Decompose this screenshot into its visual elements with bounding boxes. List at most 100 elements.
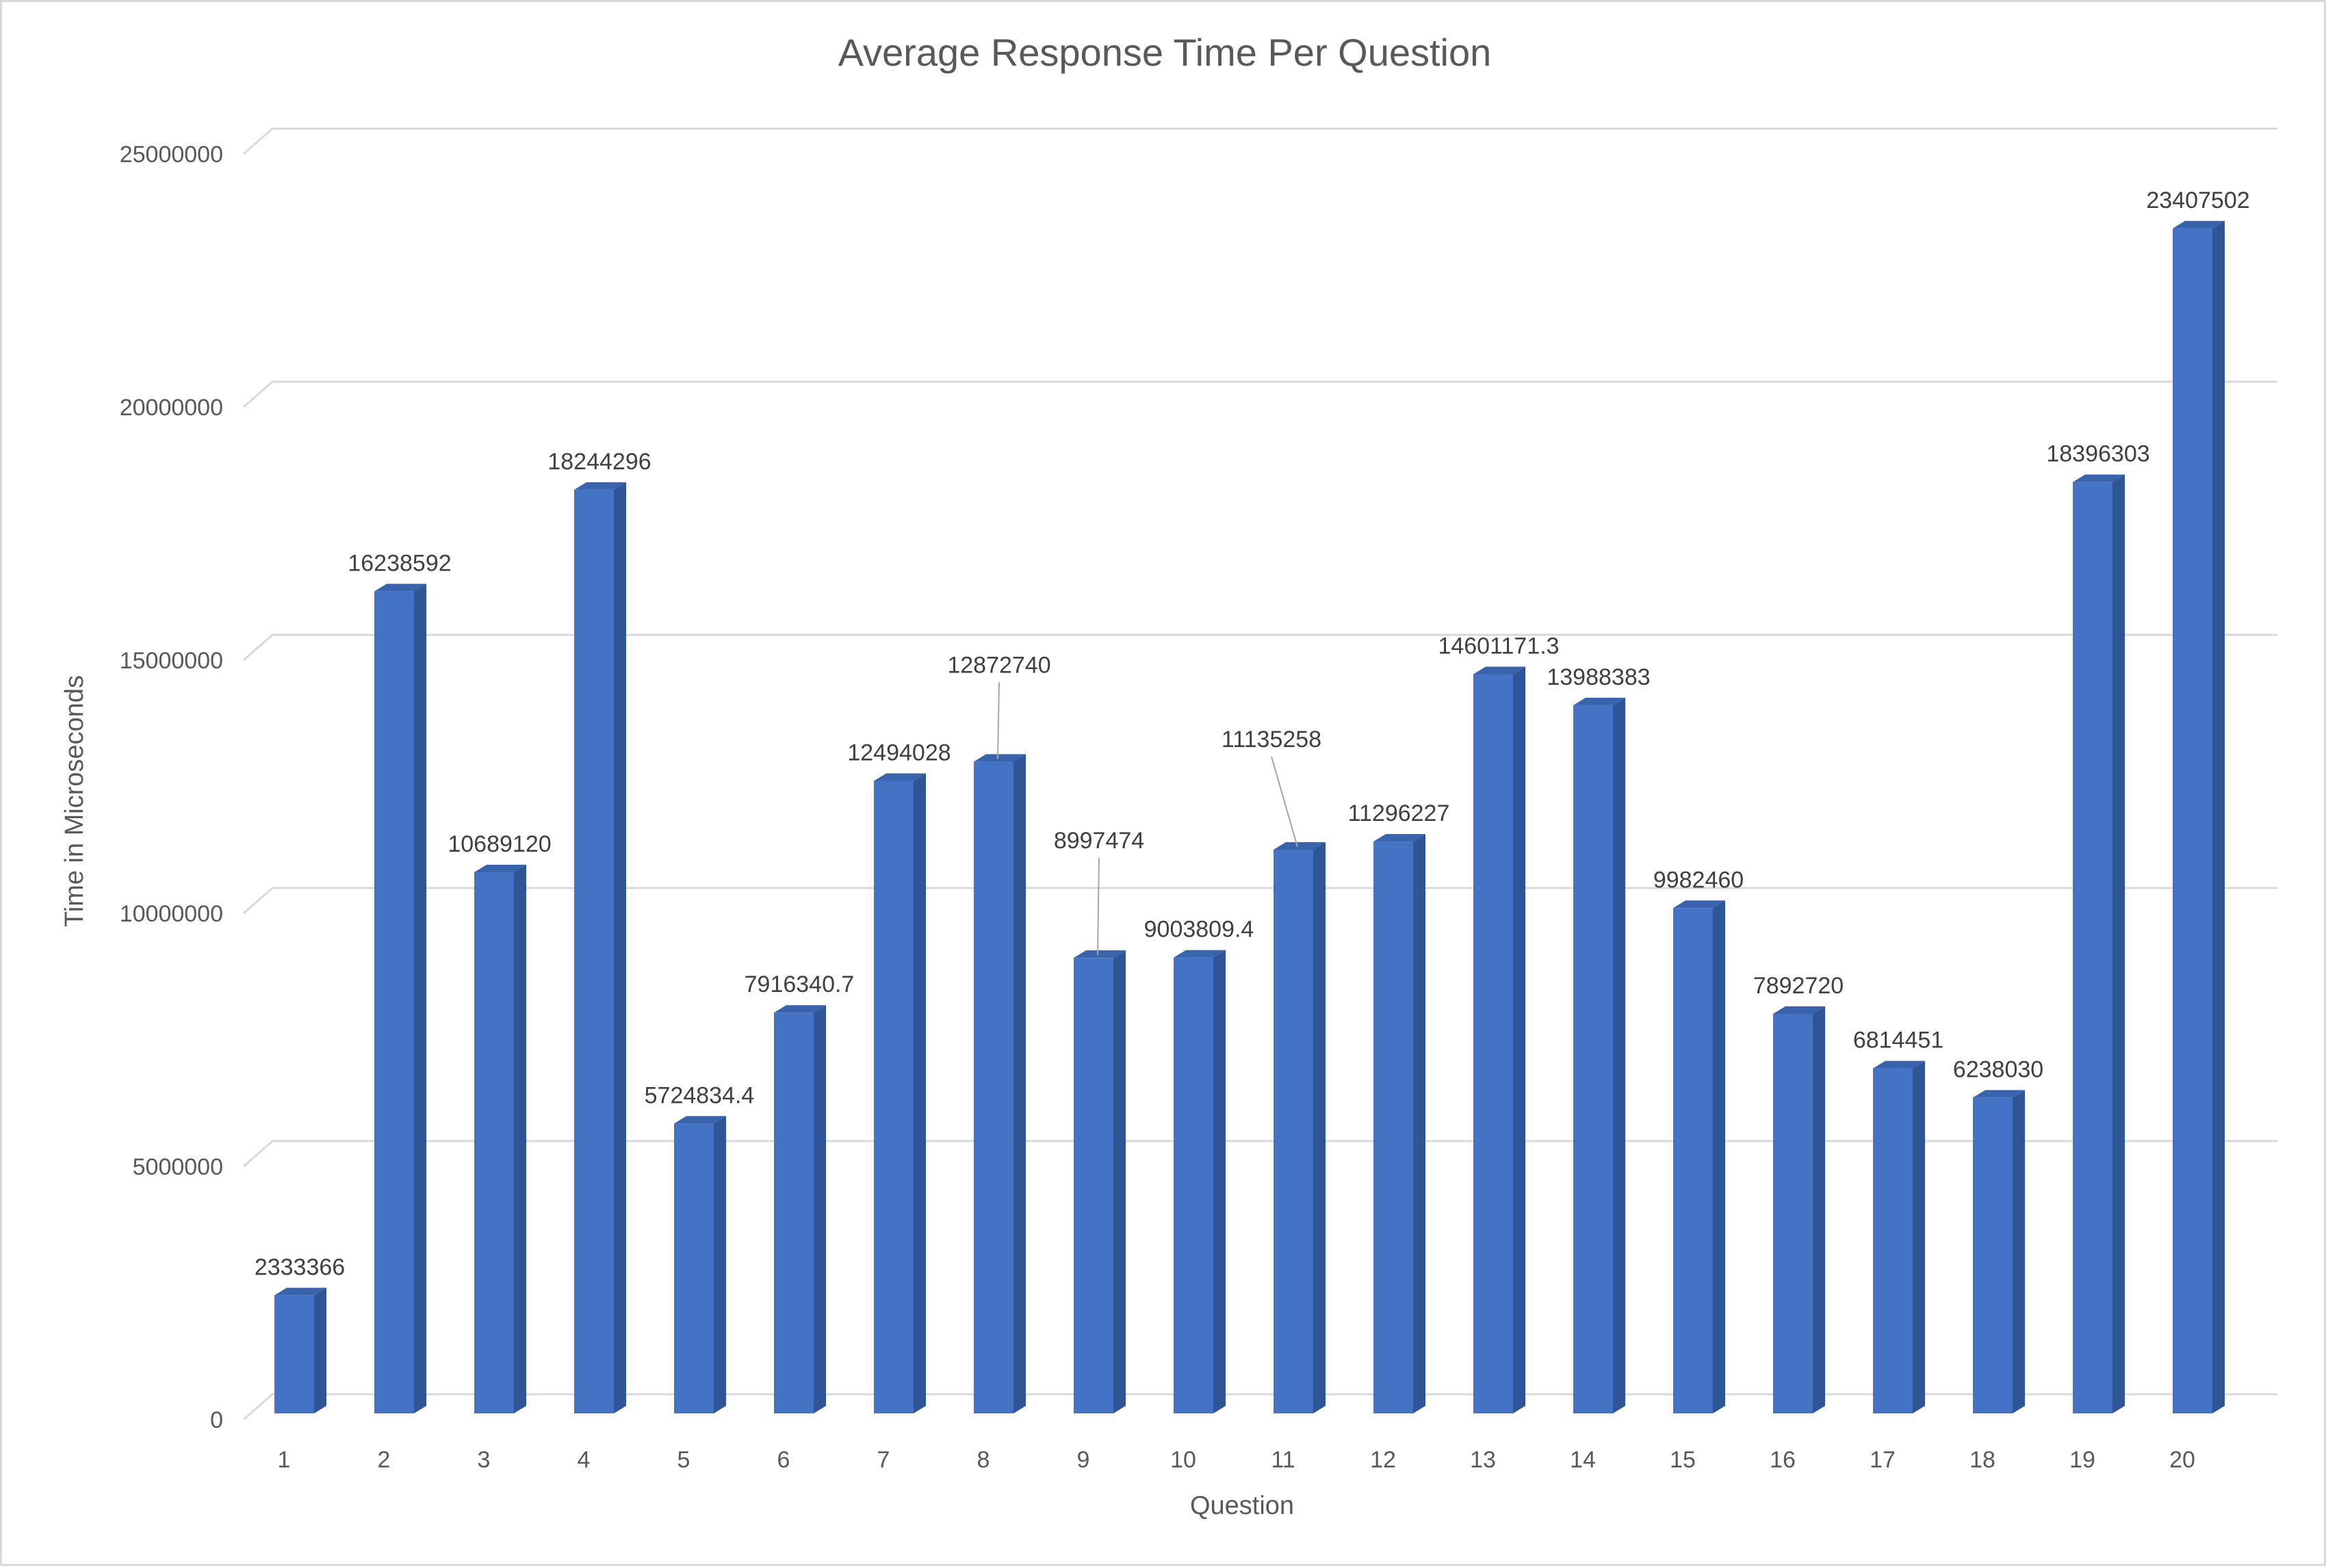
bar-side	[2212, 220, 2225, 1413]
y-tick-label: 25000000	[120, 142, 223, 168]
bar-side	[1413, 834, 1425, 1413]
x-axis-title: Question	[1190, 1491, 1294, 1520]
x-tick-label: 5	[677, 1447, 690, 1473]
gridline	[243, 887, 2277, 915]
bar-side	[2112, 474, 2125, 1413]
bar-side	[814, 1005, 826, 1413]
bar-front	[374, 591, 414, 1413]
bar-top	[1873, 1060, 1925, 1069]
bar-top	[274, 1288, 326, 1296]
data-label: 8997474	[1054, 828, 1144, 854]
bar-side	[1113, 950, 1126, 1413]
bar-top	[1773, 1006, 1825, 1014]
bars	[274, 220, 2225, 1414]
data-label: 7892720	[1753, 973, 1844, 999]
x-tick-label: 3	[478, 1447, 491, 1473]
data-label: 9003809.4	[1144, 917, 1254, 943]
x-tick-label: 17	[1870, 1447, 1896, 1473]
bar	[874, 773, 926, 1413]
bar-top	[1573, 697, 1625, 705]
bar-side	[1213, 950, 1226, 1413]
y-tick-label: 5000000	[133, 1154, 223, 1180]
bar-front	[1773, 1013, 1813, 1413]
x-tick-label: 10	[1170, 1447, 1196, 1473]
bar-front	[1373, 841, 1413, 1413]
bar-front	[274, 1295, 314, 1413]
x-tick-label: 19	[2069, 1447, 2095, 1473]
bar-side	[1613, 697, 1625, 1414]
x-tick-label: 11	[1271, 1447, 1295, 1473]
data-label: 11135258	[1222, 727, 1321, 753]
bar-side	[914, 773, 926, 1413]
bar-front	[1873, 1068, 1913, 1413]
bar-top	[2173, 220, 2225, 228]
bar-side	[1013, 754, 1026, 1413]
data-label: 13988383	[1547, 664, 1650, 690]
bar-top	[374, 584, 426, 592]
data-label: 14601171.3	[1438, 633, 1559, 659]
data-label: 12872740	[947, 652, 1050, 678]
bar-front	[1274, 849, 1313, 1413]
bar-side	[2013, 1090, 2025, 1413]
bar-front	[1973, 1097, 2013, 1413]
bar	[674, 1116, 726, 1413]
data-label-leader	[997, 682, 1000, 759]
gridline	[243, 127, 2277, 155]
x-tick-label: 18	[1969, 1447, 1995, 1473]
gridline	[243, 1140, 2277, 1168]
bar	[2173, 220, 2225, 1413]
y-tick-label: 20000000	[120, 395, 223, 421]
x-tick-label: 9	[1077, 1447, 1090, 1473]
bar	[774, 1005, 826, 1413]
bar	[1873, 1060, 1925, 1413]
data-label: 23407502	[2146, 187, 2249, 213]
data-label: 10689120	[448, 831, 551, 857]
bar-front	[474, 872, 514, 1413]
gridline	[243, 1393, 2277, 1421]
x-tick-label: 13	[1470, 1447, 1496, 1473]
bar-side	[514, 865, 526, 1413]
bar-top	[474, 865, 526, 873]
bar-top	[574, 482, 626, 490]
x-tick-label: 4	[578, 1447, 591, 1473]
bar	[1174, 950, 1226, 1413]
bar-side	[1513, 666, 1525, 1413]
bar-front	[874, 781, 914, 1413]
bar-front	[2073, 482, 2112, 1413]
x-tick-label: 15	[1670, 1447, 1696, 1473]
y-axis-title: Time in Microseconds	[60, 675, 89, 927]
bar-side	[314, 1288, 326, 1413]
bar	[1274, 841, 1326, 1413]
data-label: 6238030	[1953, 1056, 2043, 1082]
bar-top	[1373, 834, 1425, 842]
bar-side	[414, 584, 426, 1413]
y-tick-label: 10000000	[120, 901, 223, 927]
bar-side	[1313, 841, 1326, 1413]
x-tick-label: 16	[1770, 1447, 1796, 1473]
data-label: 18396303	[2046, 441, 2149, 467]
bar-front	[1473, 674, 1513, 1413]
x-tick-label: 7	[877, 1447, 890, 1473]
bar-front	[674, 1123, 714, 1413]
bar	[1373, 834, 1425, 1413]
data-label: 6814451	[1853, 1028, 1943, 1054]
bar-top	[1174, 950, 1226, 958]
bar-side	[1913, 1060, 1925, 1413]
y-axis-ticks: 0 5000000 10000000 15000000 20000000 25000000	[120, 142, 223, 1433]
x-axis-ticks: 1 2 3 4 5 6 7 8 9 10 11 12 13 14 15 16 17 18 19 20	[278, 1447, 2195, 1473]
bar	[374, 584, 426, 1413]
x-tick-label: 12	[1370, 1447, 1396, 1473]
bar	[1773, 1006, 1825, 1413]
data-label: 16238592	[348, 550, 451, 576]
bar-top	[774, 1005, 826, 1013]
bar-top	[674, 1116, 726, 1124]
bar-side	[1813, 1006, 1825, 1413]
x-tick-label: 8	[977, 1447, 990, 1473]
bar-top	[1973, 1090, 2025, 1098]
bar-front	[1673, 908, 1713, 1413]
bar-front	[2173, 228, 2212, 1413]
bar	[974, 754, 1026, 1413]
gridline	[243, 633, 2277, 662]
